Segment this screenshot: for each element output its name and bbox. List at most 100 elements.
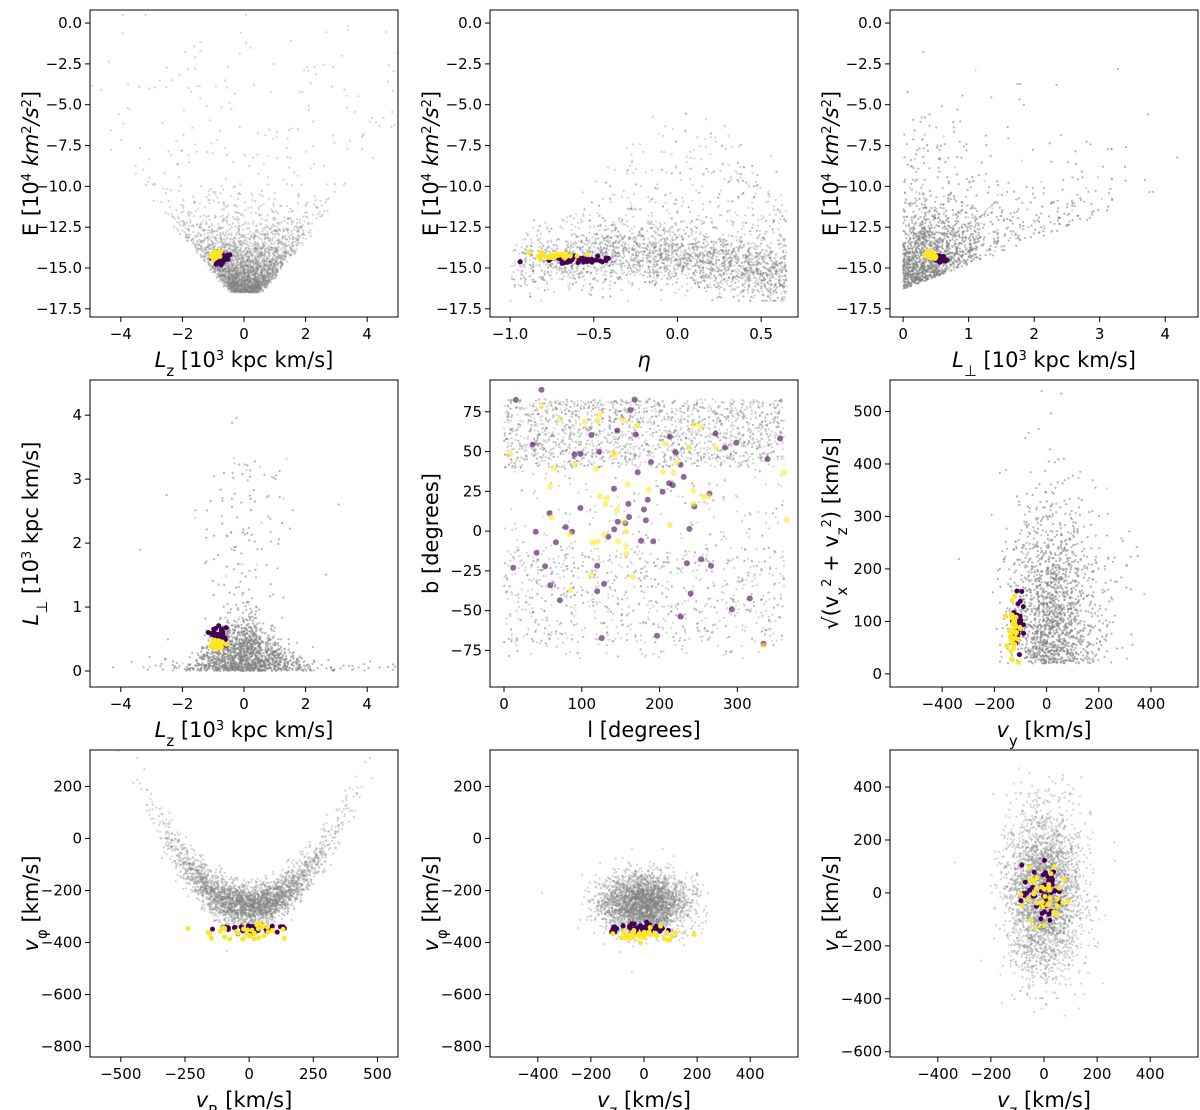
- background-point: [171, 215, 174, 218]
- background-point: [646, 221, 649, 224]
- background-point: [285, 245, 288, 248]
- background-point: [232, 239, 235, 242]
- data-point: [216, 252, 222, 258]
- background-point: [278, 255, 281, 258]
- background-point: [760, 218, 763, 221]
- background-point: [225, 86, 228, 89]
- background-point: [247, 245, 250, 248]
- background-point: [288, 166, 291, 169]
- background-point: [233, 249, 236, 252]
- background-point: [753, 281, 756, 284]
- background-point: [735, 270, 738, 274]
- background-point: [210, 229, 214, 232]
- background-point: [770, 242, 773, 245]
- background-point: [257, 208, 260, 211]
- background-point: [192, 231, 195, 234]
- background-point: [268, 280, 271, 283]
- background-point: [264, 277, 267, 280]
- background-point: [184, 50, 187, 54]
- background-point: [262, 264, 265, 268]
- background-point: [225, 271, 228, 274]
- background-point: [275, 273, 278, 276]
- background-point: [343, 88, 346, 91]
- background-point: [248, 165, 251, 168]
- background-point: [677, 288, 680, 291]
- background-point: [343, 182, 346, 185]
- background-point: [256, 255, 259, 258]
- background-point: [305, 150, 308, 153]
- background-point: [248, 251, 251, 254]
- background-point: [696, 271, 699, 274]
- background-point: [754, 180, 758, 184]
- background-point: [175, 221, 179, 224]
- background-point: [593, 232, 596, 236]
- background-point: [268, 254, 271, 257]
- background-point: [262, 243, 265, 246]
- background-point: [245, 278, 248, 281]
- background-point: [250, 233, 253, 236]
- background-point: [253, 257, 256, 260]
- background-point: [251, 248, 254, 251]
- background-point: [718, 264, 721, 267]
- background-point: [743, 286, 746, 289]
- background-point: [611, 193, 614, 196]
- background-point: [211, 224, 214, 227]
- background-point: [628, 261, 631, 264]
- background-point: [182, 221, 186, 224]
- background-point: [184, 226, 187, 229]
- background-point: [670, 249, 673, 252]
- background-point: [591, 235, 594, 239]
- background-point: [256, 263, 259, 266]
- background-point: [226, 267, 229, 270]
- background-point: [289, 237, 292, 240]
- background-point: [264, 250, 267, 253]
- background-point: [247, 290, 250, 293]
- background-point: [208, 226, 211, 229]
- background-point: [713, 284, 716, 287]
- background-point: [231, 287, 235, 290]
- background-point: [577, 240, 580, 243]
- background-point: [190, 212, 193, 215]
- background-point: [192, 215, 195, 218]
- background-point: [197, 242, 201, 245]
- background-point: [739, 166, 742, 169]
- background-point: [185, 221, 188, 224]
- background-point: [264, 264, 267, 268]
- background-point: [642, 150, 645, 153]
- background-point: [276, 270, 279, 273]
- background-point: [371, 116, 374, 120]
- background-point: [270, 259, 273, 262]
- background-point: [252, 244, 255, 247]
- background-point: [265, 224, 268, 227]
- background-point: [220, 279, 223, 282]
- background-point: [561, 227, 564, 230]
- background-point: [235, 218, 238, 221]
- background-point: [195, 249, 198, 252]
- background-point: [654, 238, 657, 241]
- background-point: [629, 272, 632, 276]
- background-point: [237, 192, 240, 195]
- background-point: [257, 236, 260, 239]
- background-point: [236, 216, 239, 219]
- background-point: [237, 283, 240, 286]
- background-point: [250, 192, 253, 195]
- background-point: [166, 188, 169, 191]
- background-point: [59, 44, 61, 46]
- background-point: [326, 209, 329, 212]
- background-point: [182, 199, 185, 202]
- background-point: [601, 197, 604, 200]
- background-point: [305, 66, 308, 69]
- background-point: [238, 183, 242, 186]
- background-point: [272, 223, 275, 226]
- background-point: [263, 257, 266, 260]
- background-point: [195, 223, 198, 226]
- background-point: [266, 285, 269, 288]
- background-point: [532, 226, 535, 229]
- background-point: [237, 221, 240, 224]
- background-point: [216, 239, 219, 242]
- background-point: [262, 228, 266, 231]
- background-point: [230, 267, 233, 270]
- background-point: [240, 283, 243, 286]
- background-point: [275, 130, 278, 133]
